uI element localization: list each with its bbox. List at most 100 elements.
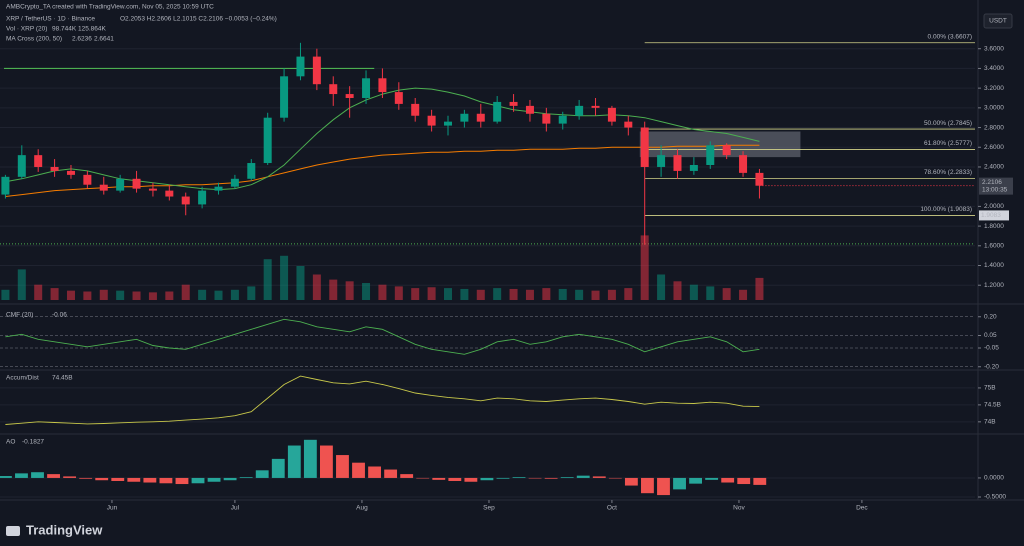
volume-bar — [378, 284, 387, 300]
candle-body — [607, 107, 616, 122]
candle-body — [706, 145, 715, 165]
candle-body — [411, 103, 420, 116]
ao-bar — [271, 458, 285, 478]
pane-readout: -0.06 — [52, 312, 67, 319]
candle-body — [657, 155, 666, 167]
x-tick-label: Jul — [231, 505, 240, 512]
overlay-title: MA Cross (200, 50) — [6, 36, 62, 43]
ao-bar — [705, 477, 719, 480]
volume-bar — [198, 289, 207, 300]
indicator-line — [5, 375, 760, 425]
candle-body — [673, 155, 682, 171]
y-tick-label: 2.4000 — [984, 164, 1004, 171]
candle-body — [689, 165, 698, 171]
candle-body — [591, 105, 600, 108]
volume-bar — [476, 289, 485, 300]
candle-body — [362, 78, 371, 98]
ao-bar — [416, 477, 430, 479]
y-tick-label: 74B — [984, 419, 996, 426]
zone — [639, 131, 801, 158]
ao-bar — [721, 477, 735, 483]
candle-body — [214, 186, 223, 191]
candle-body — [460, 113, 469, 122]
ao-bar — [673, 477, 686, 490]
volume-bar — [509, 288, 518, 300]
candle-body — [722, 145, 731, 156]
ao-bar — [63, 476, 77, 478]
logo-icon — [6, 526, 20, 536]
fib-label: 50.00% (2.7845) — [924, 120, 972, 127]
candle-body — [427, 115, 436, 126]
candle-body — [378, 78, 387, 93]
y-tick-label: 3.6000 — [984, 45, 1004, 52]
volume-bar — [673, 281, 682, 300]
pane-title: AO — [6, 439, 15, 446]
pane-title: CMF (20) — [6, 312, 33, 319]
y-tick-label: 75B — [984, 385, 996, 392]
currency-box — [983, 13, 1013, 29]
candle-body — [755, 172, 764, 186]
candle-body — [493, 101, 502, 122]
volume-bar — [345, 281, 354, 300]
last-price: 2.2106 — [982, 179, 1002, 186]
volume-bar — [66, 290, 75, 300]
ao-bar — [576, 475, 590, 478]
currency: USDT — [989, 18, 1007, 25]
x-tick-label: Sep — [483, 505, 495, 512]
ao-bar — [753, 477, 767, 485]
volume-bar — [575, 289, 584, 300]
overlay-readout: 2.6641 — [94, 36, 114, 43]
ao-bar — [31, 472, 44, 478]
y-tick-label: 0.05 — [984, 332, 997, 339]
pane-readout: -0.1827 — [22, 439, 44, 446]
ao-bar — [448, 477, 462, 481]
candle-body — [198, 190, 207, 205]
volume-bar — [493, 288, 502, 300]
ao-bar — [608, 477, 622, 479]
volume-bar — [640, 235, 649, 300]
volume-bar — [722, 288, 731, 300]
volume-bar — [1, 289, 10, 300]
ao-bar — [592, 476, 606, 478]
fib-tag-box — [979, 210, 1009, 221]
volume-bar — [411, 288, 420, 300]
ao-bar — [287, 445, 301, 478]
volume-bar — [280, 255, 289, 300]
ao-bar — [480, 477, 494, 481]
fib-label: 61.80% (2.5777) — [924, 140, 972, 147]
candle-body — [83, 174, 92, 185]
volume-bar — [17, 269, 26, 300]
y-tick-label: 0.20 — [984, 313, 997, 320]
y-tick-label: 2.8000 — [984, 124, 1004, 131]
volume-bar — [165, 291, 174, 300]
ao-bar — [624, 477, 638, 486]
volume-bar — [329, 279, 338, 300]
volume-bar — [689, 284, 698, 300]
volume-bar — [657, 274, 666, 300]
volume-bar — [427, 287, 436, 300]
candle-body — [542, 113, 551, 124]
y-tick-label: 1.8000 — [984, 223, 1004, 230]
volume-bar — [296, 266, 305, 300]
candle-body — [263, 117, 272, 164]
volume-bar — [607, 289, 616, 300]
volume-bar — [214, 290, 223, 300]
candle-body — [116, 178, 125, 191]
volume-bar — [542, 288, 551, 300]
ao-bar — [512, 477, 526, 478]
candle-body — [394, 92, 403, 104]
ao-bar — [127, 477, 141, 482]
ao-bar — [111, 477, 125, 481]
ao-bar — [400, 474, 414, 478]
logo-text: TradingView — [26, 522, 103, 537]
ao-bar — [384, 469, 398, 478]
ma-line — [5, 144, 760, 197]
y-tick-label: -0.5000 — [984, 494, 1006, 501]
ao-bar — [336, 455, 349, 478]
volume-bar — [83, 291, 92, 300]
credit: AMBCrypto_TA created with TradingView.co… — [6, 4, 214, 11]
fib-tag: 1.9083 — [981, 212, 1001, 219]
indicator-line — [5, 318, 760, 355]
volume-bar — [706, 286, 715, 300]
